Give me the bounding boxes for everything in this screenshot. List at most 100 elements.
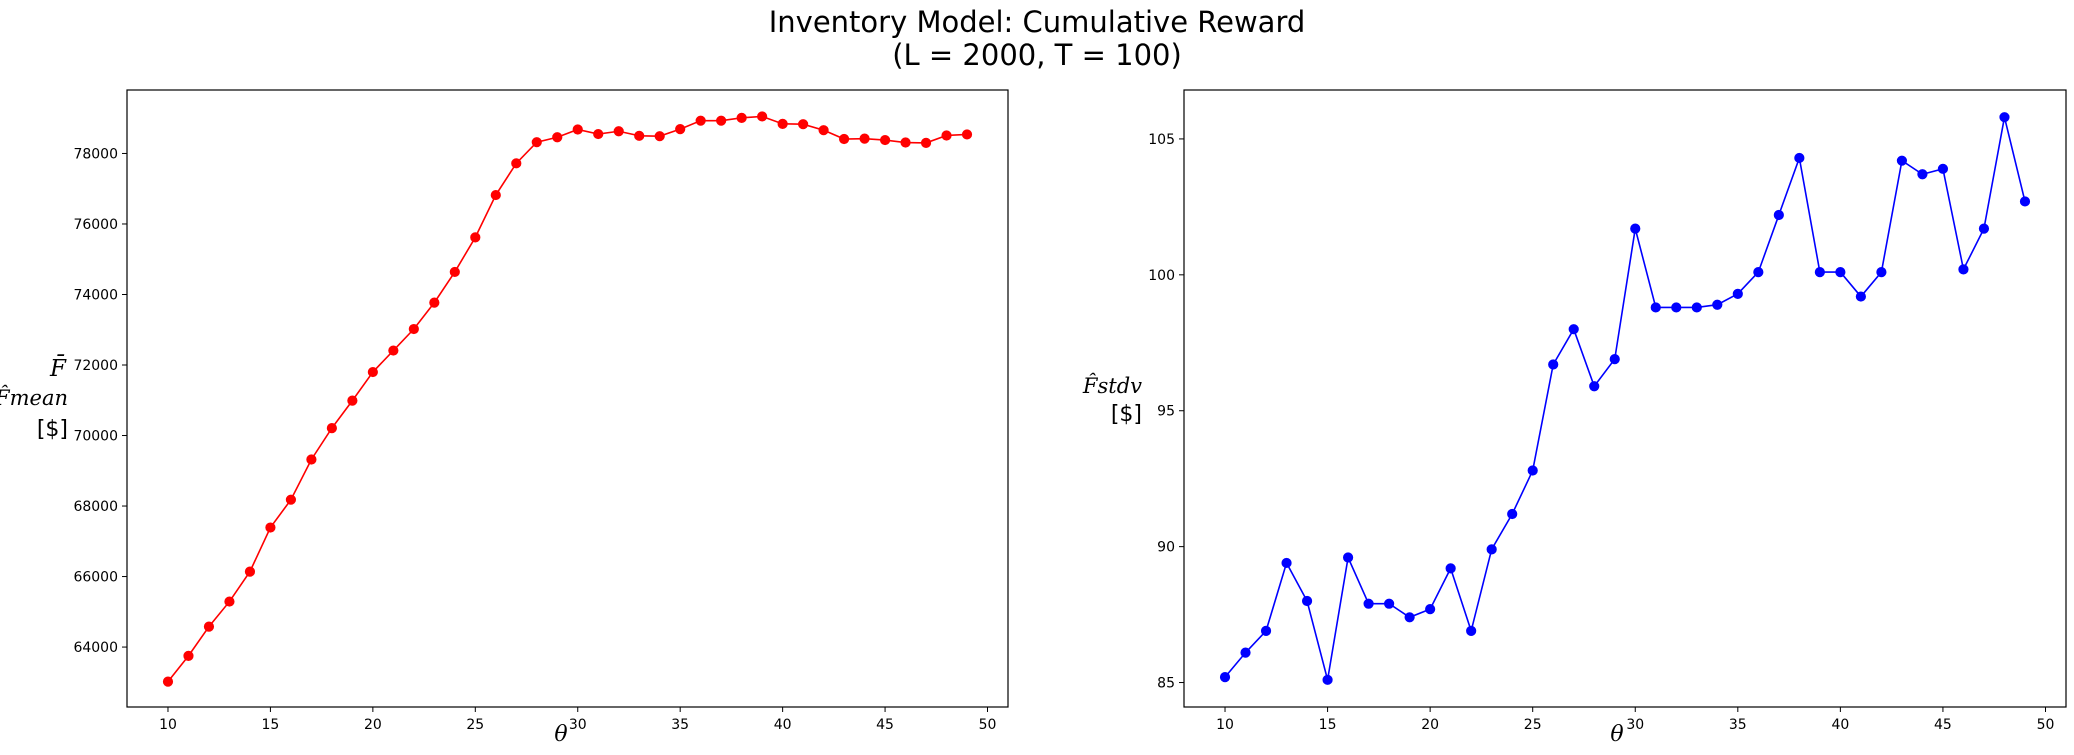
mean-reward-x-tick-label: 50 [979, 717, 997, 733]
mean-reward-y-label-line-3: [$] [37, 417, 68, 442]
stdv-reward-point [1937, 163, 1949, 174]
stdv-reward-point [1301, 595, 1313, 607]
mean-reward-point [900, 137, 911, 148]
mean-reward-point [552, 132, 563, 143]
mean-reward-y-label: F̄ F̂mean [$] [0, 355, 68, 442]
stdv-reward-point [1404, 612, 1415, 623]
stdv-reward-point [1425, 604, 1436, 615]
mean-reward-point [777, 118, 788, 129]
mean-reward-point [859, 133, 870, 144]
stdv-reward-y-tick-label: 85 [1157, 676, 1175, 692]
stdv-reward-x-tick-label: 10 [1216, 717, 1234, 733]
mean-reward-point [306, 454, 317, 465]
stdv-reward-y-label-line-1: F̂stdv [1082, 374, 1142, 398]
stdv-reward-x-tick-label: 15 [1319, 717, 1337, 733]
stdv-reward-point [1855, 291, 1866, 302]
mean-reward-point [429, 297, 440, 308]
mean-reward-point [265, 522, 276, 533]
mean-reward-point [203, 621, 215, 632]
mean-reward-axes-frame [126, 89, 1009, 708]
mean-reward-point [162, 676, 174, 687]
mean-reward-point [285, 494, 297, 505]
stdv-reward-point [1568, 324, 1579, 335]
mean-reward-y-label-line-1: F̄ [49, 355, 67, 382]
mean-reward-point [470, 232, 481, 243]
mean-reward-plot: 10 15 20 25 30 35 40 45 50 64000 66000 68000 70000 7… [0, 89, 1009, 747]
stdv-reward-point [1978, 223, 1990, 234]
mean-reward-y-tick-label: 68000 [73, 499, 118, 515]
mean-reward-point [941, 130, 952, 141]
stdv-reward-point [1794, 152, 1805, 164]
stdv-reward-point [1712, 299, 1723, 310]
stdv-reward-point [1773, 209, 1784, 221]
mean-reward-y-tick-label: 66000 [73, 570, 118, 586]
mean-reward-x-tick-label: 10 [159, 717, 177, 733]
mean-reward-point [695, 115, 706, 126]
mean-reward-y-label-line-2: F̂mean [0, 386, 68, 410]
stdv-reward-marks [1219, 112, 2031, 685]
stdv-reward-point [1896, 155, 1908, 166]
mean-reward-point [593, 128, 604, 140]
stdv-reward-point [1363, 598, 1374, 609]
stdv-reward-y-ticks: 85 90 95 100 105 [1148, 132, 1184, 692]
stdv-reward-y-label-line-2: [$] [1111, 402, 1142, 427]
mean-reward-x-tick-label: 20 [364, 717, 382, 733]
stdv-reward-point [1260, 625, 1272, 636]
stdv-reward-plot: 10 15 20 25 30 35 40 45 50 85 90 95 100 105 θ F̂stdv… [1082, 89, 2067, 747]
mean-reward-y-tick-label: 78000 [73, 146, 118, 162]
mean-reward-point [511, 158, 522, 169]
stdv-reward-x-tick-label: 35 [1729, 717, 1747, 733]
mean-reward-x-tick-label: 45 [876, 717, 894, 733]
mean-reward-y-tick-label: 70000 [73, 429, 118, 445]
stdv-reward-point [1753, 267, 1764, 278]
stdv-reward-y-tick-label: 100 [1148, 268, 1175, 284]
stdv-reward-point [1671, 302, 1682, 313]
stdv-reward-point [1609, 353, 1620, 365]
mean-reward-point [367, 366, 378, 378]
mean-reward-y-tick-label: 64000 [73, 640, 118, 656]
stdv-reward-x-tick-label: 30 [1626, 717, 1644, 733]
stdv-reward-point [1527, 465, 1538, 476]
stdv-reward-point [1548, 359, 1559, 370]
stdv-reward-x-tick-label: 25 [1524, 717, 1542, 733]
mean-reward-x-tick-label: 15 [262, 717, 280, 733]
stdv-reward-y-tick-label: 95 [1157, 404, 1175, 420]
stdv-reward-point [1342, 552, 1354, 563]
mean-reward-point [838, 133, 850, 145]
stdv-reward-y-tick-label: 105 [1148, 132, 1175, 148]
stdv-reward-point [1630, 223, 1641, 234]
figure-title-line-2: (L = 2000, T = 100) [892, 38, 1182, 72]
stdv-reward-axes-frame [1183, 89, 2067, 708]
stdv-reward-y-label: F̂stdv [$] [1082, 374, 1142, 427]
stdv-reward-point [1219, 672, 1231, 683]
stdv-reward-x-label: θ [1610, 722, 1623, 747]
mean-reward-point [961, 129, 973, 140]
mean-reward-point [879, 134, 891, 146]
mean-reward-point [757, 111, 768, 122]
mean-reward-y-tick-label: 74000 [73, 287, 118, 303]
stdv-reward-point [1732, 288, 1743, 299]
mean-reward-point [613, 126, 624, 137]
mean-reward-marks [162, 111, 973, 687]
stdv-reward-point [1281, 557, 1292, 569]
mean-reward-point [244, 566, 256, 577]
mean-reward-point [326, 423, 337, 434]
mean-reward-x-tick-label: 30 [569, 717, 587, 733]
mean-reward-y-tick-label: 76000 [73, 217, 118, 233]
mean-reward-point [408, 323, 419, 335]
stdv-reward-point [1691, 302, 1702, 313]
mean-reward-y-ticks: 64000 66000 68000 70000 72000 74000 76000 78000 [73, 146, 127, 656]
mean-reward-point [531, 137, 542, 148]
stdv-reward-x-tick-label: 40 [1831, 717, 1849, 733]
mean-reward-point [798, 119, 809, 130]
stdv-reward-x-ticks: 10 15 20 25 30 35 40 45 50 [1216, 707, 2054, 733]
mean-reward-point [183, 650, 194, 661]
mean-reward-point [716, 115, 727, 126]
stdv-reward-point [1466, 625, 1477, 636]
mean-reward-point [224, 596, 235, 607]
mean-reward-point [490, 189, 501, 201]
stdv-reward-point [1999, 112, 2010, 123]
stdv-reward-x-tick-label: 20 [1421, 717, 1439, 733]
stdv-reward-y-tick-label: 90 [1157, 540, 1175, 556]
mean-reward-y-tick-label: 72000 [73, 358, 118, 374]
